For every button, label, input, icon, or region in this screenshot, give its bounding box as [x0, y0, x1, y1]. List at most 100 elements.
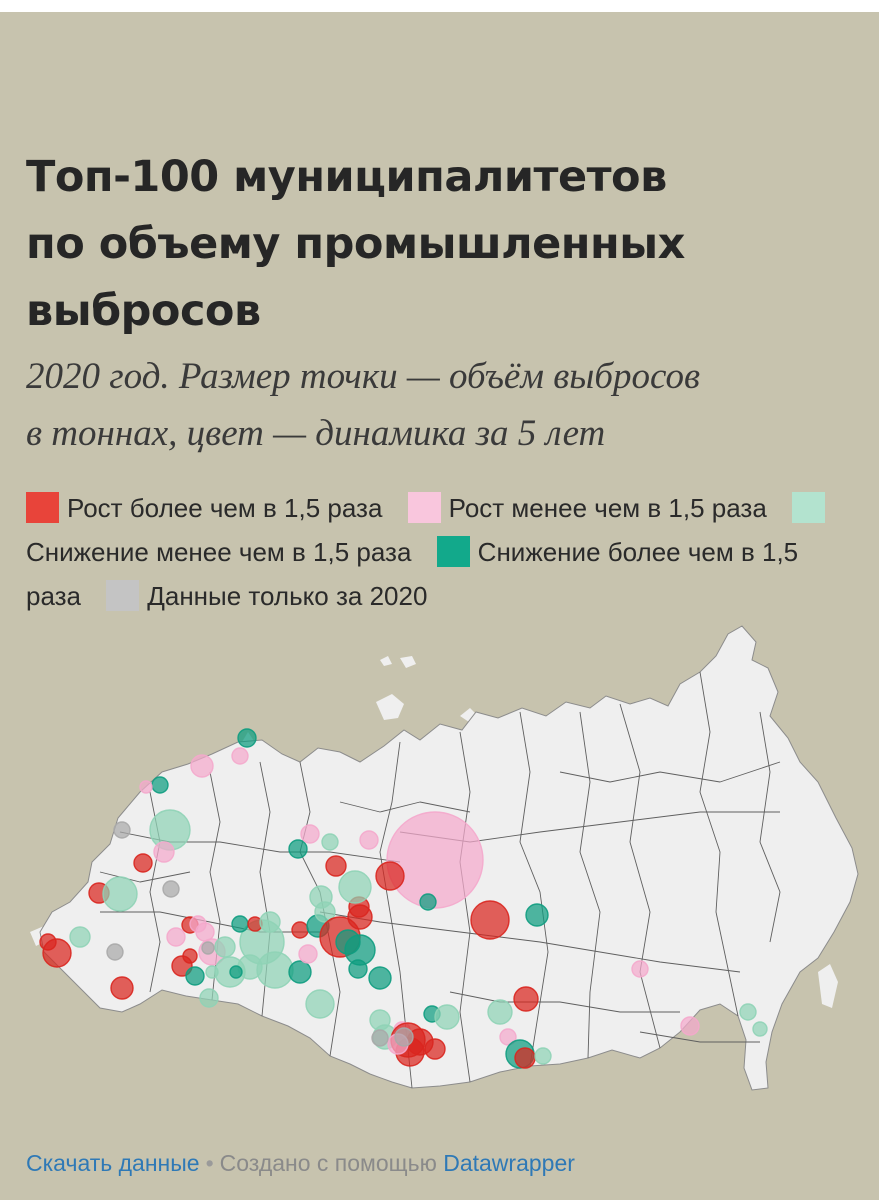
emission-dot-growth-high[interactable] — [470, 900, 510, 940]
emission-dot-growth-low[interactable] — [359, 830, 379, 850]
emission-dot-decline-low[interactable] — [739, 1003, 757, 1021]
island — [460, 708, 478, 724]
emission-dot-growth-low[interactable] — [680, 1016, 700, 1036]
emission-dot-growth-low[interactable] — [166, 927, 186, 947]
emission-dot-decline-high[interactable] — [288, 839, 308, 859]
emission-dot-decline-low[interactable] — [256, 951, 294, 989]
emission-dot-growth-low[interactable] — [231, 747, 249, 765]
emission-dot-decline-high[interactable] — [237, 728, 257, 748]
island — [818, 964, 838, 1008]
emission-dot-decline-low[interactable] — [534, 1047, 552, 1065]
emission-dot-growth-high[interactable] — [39, 933, 57, 951]
chart-title: Топ-100 муниципалитетов по объему промышл… — [26, 152, 685, 336]
map-area — [0, 612, 879, 1112]
emission-dot-growth-low[interactable] — [631, 960, 649, 978]
emission-dot-decline-low[interactable] — [434, 1004, 460, 1030]
emission-dot-decline-low[interactable] — [338, 870, 372, 904]
datawrapper-link[interactable]: Datawrapper — [443, 1150, 575, 1176]
region-border — [579, 711, 601, 1059]
emission-dot-decline-low[interactable] — [309, 885, 333, 909]
emission-dot-growth-low[interactable] — [298, 944, 318, 964]
emission-dot-growth-high[interactable] — [182, 948, 198, 964]
island — [400, 656, 416, 668]
emission-dot-growth-low[interactable] — [386, 811, 484, 909]
legend-label: Снижение менее чем в 1,5 раза — [26, 537, 412, 567]
emission-dot-growth-high[interactable] — [514, 1047, 536, 1069]
emission-dot-growth-high[interactable] — [110, 976, 134, 1000]
chart-subtitle: 2020 год. Размер точки — объём выбросов в… — [26, 356, 701, 454]
legend-swatch — [407, 492, 441, 523]
footer-separator: • — [205, 1150, 214, 1176]
download-data-link[interactable]: Скачать данные — [26, 1150, 200, 1176]
emission-dot-decline-high[interactable] — [151, 776, 169, 794]
legend-swatch — [792, 492, 826, 523]
legend-label: Рост менее чем в 1,5 раза — [448, 493, 767, 523]
emission-dot-growth-low[interactable] — [153, 841, 175, 863]
legend: Рост более чем в 1,5 раза Рост менее чем… — [26, 486, 846, 618]
emission-dot-decline-low[interactable] — [69, 926, 91, 948]
legend-growth-low: Рост менее чем в 1,5 раза — [407, 492, 767, 523]
emission-dot-growth-low[interactable] — [139, 780, 153, 794]
island — [380, 656, 392, 666]
country-outline — [39, 625, 859, 1091]
emission-dot-decline-high[interactable] — [288, 960, 312, 984]
emission-dot-decline-high[interactable] — [231, 915, 249, 933]
region-border — [559, 761, 781, 783]
emission-dot-only-2020[interactable] — [201, 941, 215, 955]
emission-dot-growth-high[interactable] — [375, 861, 405, 891]
region-border — [759, 711, 781, 943]
legend-decline-low: Снижение менее чем в 1,5 раза — [26, 492, 833, 567]
emission-dot-growth-high[interactable] — [513, 986, 539, 1012]
legend-swatch — [106, 580, 140, 611]
region-border — [519, 711, 549, 1067]
emission-dot-decline-high[interactable] — [185, 966, 205, 986]
emission-dot-only-2020[interactable] — [394, 1027, 414, 1047]
emission-dot-decline-low[interactable] — [321, 833, 339, 851]
emission-dot-decline-high[interactable] — [348, 959, 368, 979]
region-border — [699, 671, 739, 1017]
region-border — [449, 991, 680, 1013]
region-border — [99, 871, 191, 883]
emission-dot-growth-low[interactable] — [189, 915, 207, 933]
emission-dot-decline-low[interactable] — [487, 999, 513, 1025]
emission-dot-growth-low[interactable] — [190, 754, 214, 778]
legend-label: Данные только за 2020 — [147, 581, 428, 611]
legend-label: Рост более чем в 1,5 раза — [67, 493, 383, 523]
region-border — [639, 1031, 760, 1043]
emission-dot-decline-high[interactable] — [419, 893, 437, 911]
emission-dot-growth-low[interactable] — [499, 1028, 517, 1046]
legend-label: Снижение более чем в 1,5 раза — [26, 537, 799, 611]
region-border — [619, 703, 661, 1049]
emission-dot-growth-low[interactable] — [300, 824, 320, 844]
emission-dot-growth-high[interactable] — [325, 855, 347, 877]
legend-growth-high: Рост более чем в 1,5 раза — [26, 492, 383, 523]
island — [376, 694, 404, 720]
legend-only-2020: Данные только за 2020 — [106, 580, 428, 611]
footer: Скачать данные • Создано с помощью Datawra… — [26, 1150, 575, 1177]
emission-dot-decline-low[interactable] — [305, 989, 335, 1019]
region-border — [319, 911, 741, 973]
emission-dot-only-2020[interactable] — [371, 1029, 389, 1047]
emission-dot-decline-low[interactable] — [102, 876, 138, 912]
emission-dot-decline-low[interactable] — [199, 988, 219, 1008]
emission-dot-decline-low[interactable] — [752, 1021, 768, 1037]
legend-swatch — [436, 536, 470, 567]
russia-map — [30, 625, 859, 1091]
emission-dot-only-2020[interactable] — [106, 943, 124, 961]
emission-dot-decline-low[interactable] — [259, 911, 281, 933]
created-with-text: Создано с помощью — [219, 1150, 437, 1176]
emission-dots — [39, 728, 768, 1069]
emission-dot-growth-high[interactable] — [133, 853, 153, 873]
emission-dot-decline-high[interactable] — [525, 903, 549, 927]
emission-dot-decline-high[interactable] — [229, 965, 243, 979]
emission-dot-only-2020[interactable] — [113, 821, 131, 839]
legend-decline-high: Снижение более чем в 1,5 раза — [26, 536, 799, 611]
emission-dot-decline-high[interactable] — [368, 966, 392, 990]
emission-dot-growth-high[interactable] — [424, 1038, 446, 1060]
region-border — [339, 801, 471, 813]
emission-dot-decline-low[interactable] — [205, 965, 219, 979]
emission-dot-only-2020[interactable] — [162, 880, 180, 898]
emission-dot-decline-low[interactable] — [214, 936, 236, 958]
emission-dot-growth-high[interactable] — [291, 921, 309, 939]
chart-frame: Топ-100 муниципалитетов по объему промышл… — [0, 12, 879, 1200]
